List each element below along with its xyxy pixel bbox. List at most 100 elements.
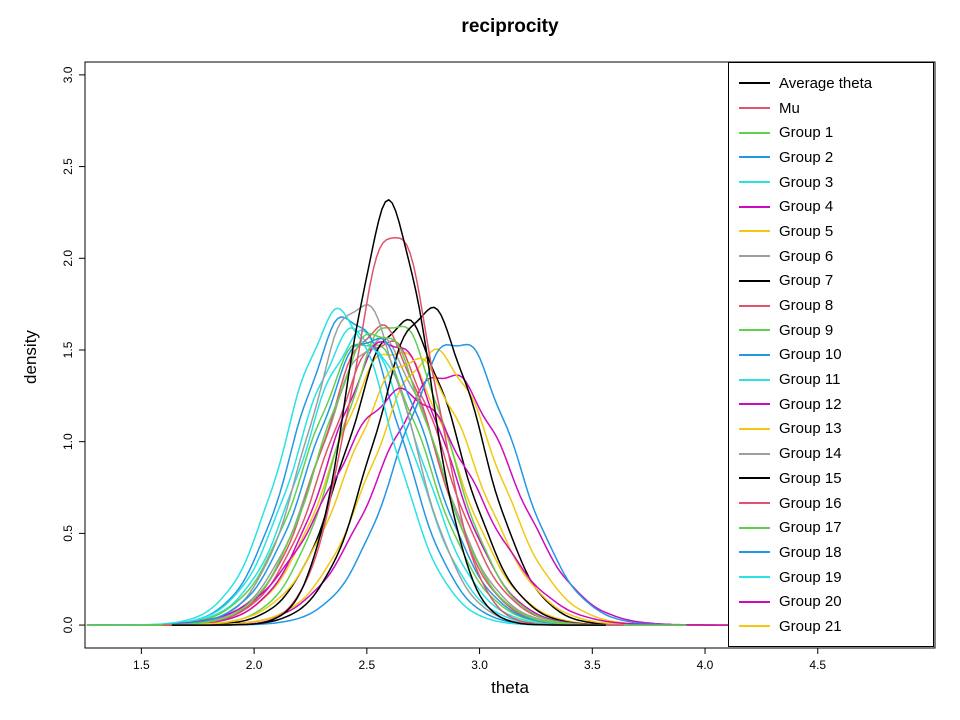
legend-item: Group 12 bbox=[729, 392, 933, 417]
legend-label: Group 21 bbox=[779, 617, 842, 635]
legend-line-swatch bbox=[739, 477, 770, 480]
legend-item: Group 7 bbox=[729, 269, 933, 294]
density-curve bbox=[162, 236, 624, 626]
legend-line-swatch bbox=[739, 452, 770, 455]
legend-item: Group 5 bbox=[729, 219, 933, 244]
density-curve bbox=[102, 318, 703, 626]
legend-label: Group 2 bbox=[779, 148, 834, 166]
legend-label: Group 20 bbox=[779, 593, 842, 611]
legend-label: Group 6 bbox=[779, 247, 834, 265]
y-tick-label: 3.0 bbox=[61, 66, 75, 83]
density-curve bbox=[86, 341, 707, 626]
legend-label: Group 10 bbox=[779, 346, 842, 364]
legend-item: Average theta bbox=[729, 71, 933, 96]
legend-item: Group 11 bbox=[729, 367, 933, 392]
x-tick-label: 2.5 bbox=[358, 658, 375, 672]
density-curve bbox=[86, 337, 697, 626]
legend-line-swatch bbox=[739, 378, 770, 381]
legend-line-swatch bbox=[739, 427, 770, 430]
legend-item: Group 20 bbox=[729, 589, 933, 614]
legend-label: Group 4 bbox=[779, 198, 834, 216]
legend-label: Group 13 bbox=[779, 420, 842, 438]
legend-item: Group 19 bbox=[729, 565, 933, 590]
legend-line-swatch bbox=[739, 304, 770, 307]
x-tick-label: 3.5 bbox=[584, 658, 601, 672]
density-curve bbox=[86, 340, 704, 626]
legend-line-swatch bbox=[739, 576, 770, 579]
legend-item: Group 21 bbox=[729, 614, 933, 639]
legend-label: Group 16 bbox=[779, 494, 842, 512]
legend-line-swatch bbox=[739, 403, 770, 406]
legend-item: Group 10 bbox=[729, 343, 933, 368]
x-axis-label: theta bbox=[491, 678, 529, 697]
legend-item: Group 13 bbox=[729, 417, 933, 442]
legend-line-swatch bbox=[739, 156, 770, 159]
legend-item: Group 16 bbox=[729, 491, 933, 516]
legend-line-swatch bbox=[739, 181, 770, 184]
legend-line-swatch bbox=[739, 600, 770, 603]
y-tick-label: 1.0 bbox=[61, 433, 75, 450]
legend-line-swatch bbox=[739, 279, 770, 282]
legend-item: Group 18 bbox=[729, 540, 933, 565]
legend-line-swatch bbox=[739, 551, 770, 554]
legend-item: Group 3 bbox=[729, 170, 933, 195]
density-curve bbox=[171, 199, 607, 626]
legend-label: Group 17 bbox=[779, 519, 842, 537]
legend-item: Group 8 bbox=[729, 293, 933, 318]
legend-item: Group 15 bbox=[729, 466, 933, 491]
legend-item: Group 17 bbox=[729, 515, 933, 540]
legend-label: Group 15 bbox=[779, 469, 842, 487]
legend-item: Group 6 bbox=[729, 244, 933, 269]
legend: Average theta Mu Group 1 Group 2 Group 3 Grou… bbox=[728, 62, 934, 647]
density-curve bbox=[86, 343, 684, 626]
legend-item: Group 4 bbox=[729, 194, 933, 219]
density-curve bbox=[86, 329, 674, 626]
legend-item: Mu bbox=[729, 96, 933, 121]
legend-line-swatch bbox=[739, 502, 770, 505]
legend-line-swatch bbox=[739, 230, 770, 233]
legend-label: Group 19 bbox=[779, 568, 842, 586]
x-tick-label: 4.0 bbox=[697, 658, 714, 672]
legend-line-swatch bbox=[739, 526, 770, 529]
density-curve bbox=[98, 348, 771, 626]
legend-line-swatch bbox=[739, 107, 770, 110]
density-curve bbox=[86, 324, 684, 626]
legend-label: Group 14 bbox=[779, 445, 842, 463]
legend-label: Group 11 bbox=[779, 371, 841, 389]
y-tick-label: 0.0 bbox=[61, 616, 75, 633]
legend-line-swatch bbox=[739, 329, 770, 332]
legend-label: Group 9 bbox=[779, 321, 834, 339]
legend-label: Group 5 bbox=[779, 222, 834, 240]
plot-box bbox=[84, 61, 936, 649]
legend-label: Group 1 bbox=[779, 124, 834, 142]
y-axis-label: density bbox=[21, 330, 40, 384]
legend-label: Group 3 bbox=[779, 173, 834, 191]
y-tick-label: 0.5 bbox=[61, 525, 75, 542]
x-tick-label: 2.0 bbox=[246, 658, 263, 672]
legend-label: Group 7 bbox=[779, 272, 834, 290]
chart-title: reciprocity bbox=[461, 16, 559, 37]
y-tick-label: 2.5 bbox=[61, 158, 75, 175]
legend-item: Group 9 bbox=[729, 318, 933, 343]
legend-line-swatch bbox=[739, 131, 770, 134]
density-curve bbox=[86, 351, 724, 626]
density-curve bbox=[86, 374, 805, 626]
legend-line-swatch bbox=[739, 82, 770, 85]
legend-line-swatch bbox=[739, 255, 770, 258]
legend-item: Group 1 bbox=[729, 120, 933, 145]
density-curve bbox=[86, 337, 687, 626]
legend-label: Group 18 bbox=[779, 543, 842, 561]
legend-item: Group 14 bbox=[729, 441, 933, 466]
y-tick-label: 1.5 bbox=[61, 341, 75, 358]
legend-label: Group 12 bbox=[779, 395, 842, 413]
x-tick-label: 1.5 bbox=[133, 658, 150, 672]
legend-line-swatch bbox=[739, 205, 770, 208]
legend-label: Group 8 bbox=[779, 297, 834, 315]
x-tick-label: 3.0 bbox=[471, 658, 488, 672]
legend-label: Average theta bbox=[779, 74, 873, 92]
legend-label: Mu bbox=[779, 99, 800, 117]
legend-line-swatch bbox=[739, 625, 770, 628]
x-tick-label: 4.5 bbox=[809, 658, 826, 672]
